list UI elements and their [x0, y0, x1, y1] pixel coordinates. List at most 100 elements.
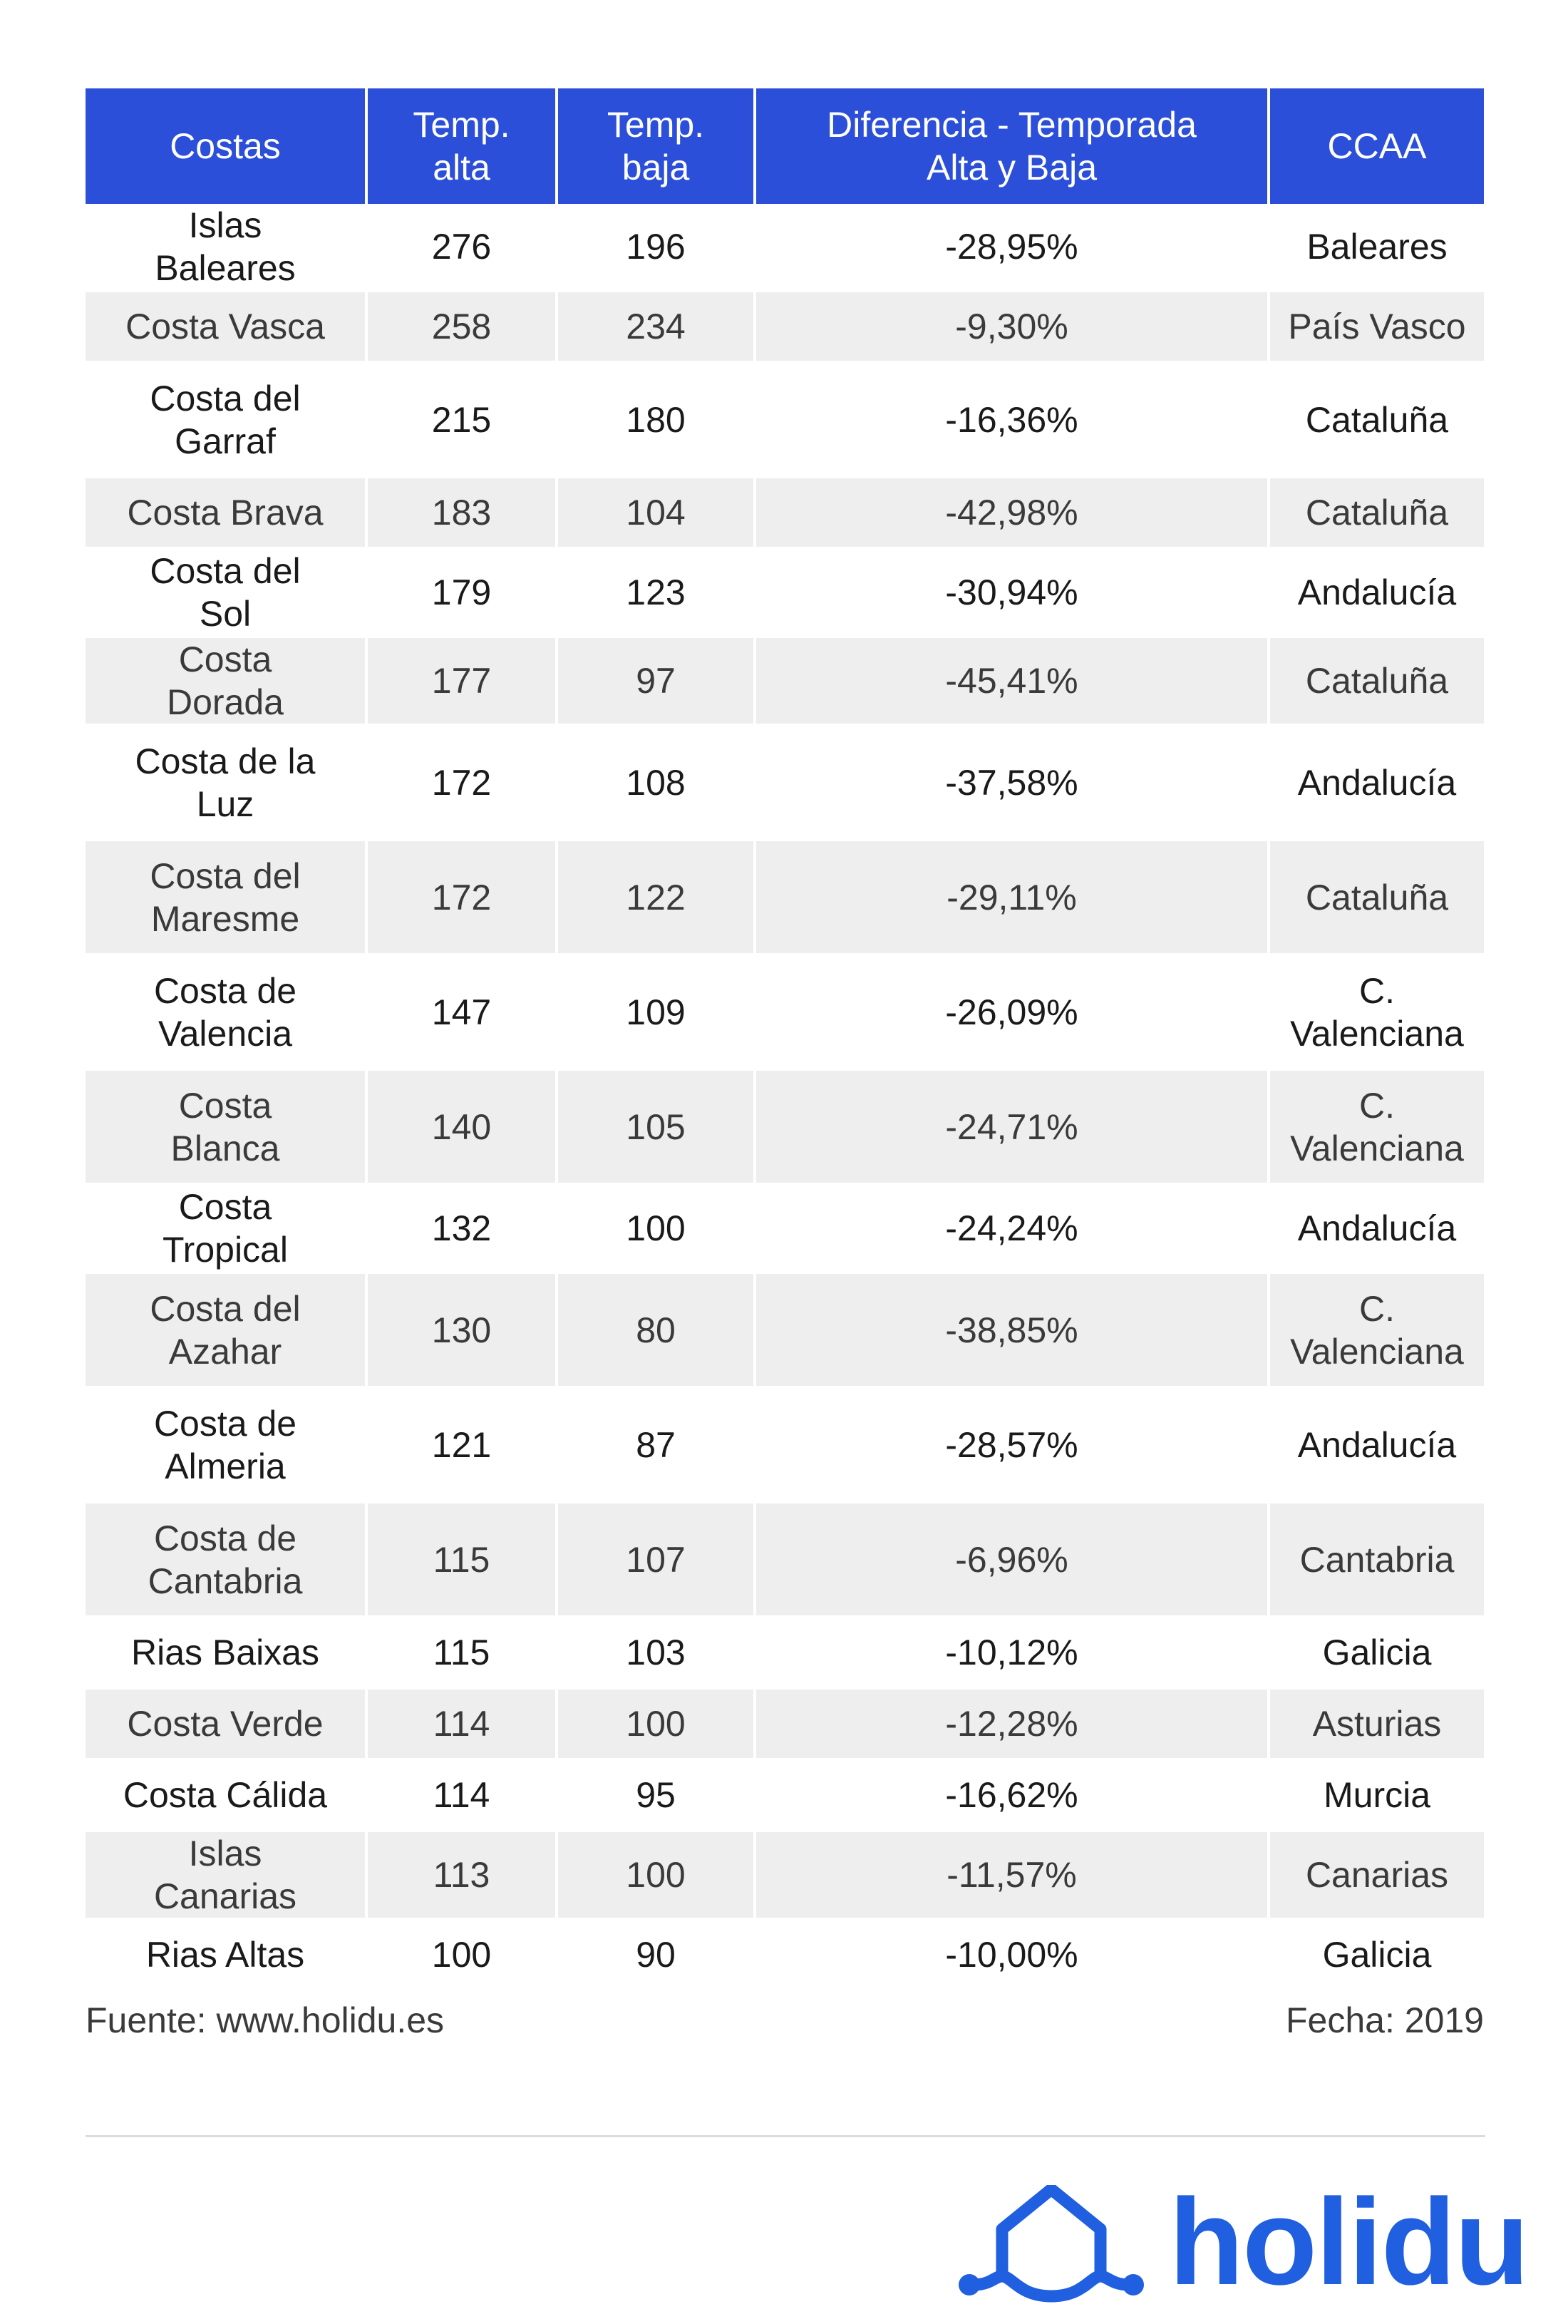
cell-temp-alta: 100	[368, 1921, 558, 1992]
cell-difference: -24,71%	[756, 1071, 1270, 1186]
cell-ccaa: Galicia	[1270, 1921, 1484, 1992]
cell-coast: Rias Baixas	[86, 1618, 368, 1690]
table-row: Rias Baixas 115 103 -10,12% Galicia	[86, 1618, 1484, 1690]
cell-temp-alta: 179	[368, 550, 558, 638]
cell-temp-baja: 97	[558, 638, 756, 726]
table-row: Costa Tropical 132 100 -24,24% Andalucía	[86, 1186, 1484, 1274]
cell-coast: Costa de Valencia	[86, 956, 368, 1071]
cell-temp-alta: 114	[368, 1761, 558, 1832]
table-row: Costa del Garraf 215 180 -16,36% Cataluña	[86, 364, 1484, 478]
cell-coast: Costa Verde	[86, 1690, 368, 1761]
cell-temp-alta: 121	[368, 1389, 558, 1503]
cell-ccaa: Andalucía	[1270, 726, 1484, 841]
table-row: Costa Vasca 258 234 -9,30% País Vasco	[86, 292, 1484, 364]
table-row: Costa Cálida 114 95 -16,62% Murcia	[86, 1761, 1484, 1832]
cell-coast: Costa Dorada	[86, 638, 368, 726]
cell-difference: -24,24%	[756, 1186, 1270, 1274]
column-header-diferencia: Diferencia - Temporada Alta y Baja	[756, 88, 1270, 204]
cell-difference: -26,09%	[756, 956, 1270, 1071]
cell-temp-alta: 113	[368, 1832, 558, 1921]
table-row: Costa del Azahar 130 80 -38,85% C. Valencian…	[86, 1274, 1484, 1389]
cell-temp-baja: 87	[558, 1389, 756, 1503]
table-row: Costa de Almeria 121 87 -28,57% Andalucía	[86, 1389, 1484, 1503]
cell-difference: -42,98%	[756, 478, 1270, 550]
cell-temp-alta: 172	[368, 841, 558, 956]
cell-coast: Costa Vasca	[86, 292, 368, 364]
coast-price-table: Costas Temp. alta Temp. baja Diferencia …	[86, 88, 1484, 1992]
cell-temp-baja: 90	[558, 1921, 756, 1992]
data-table-container: Costas Temp. alta Temp. baja Diferencia …	[86, 88, 1484, 1992]
holidu-logo: holidu	[955, 2178, 1530, 2306]
cell-coast: Costa de Cantabria	[86, 1503, 368, 1618]
cell-ccaa: Cataluña	[1270, 364, 1484, 478]
cell-temp-baja: 107	[558, 1503, 756, 1618]
column-header-costas: Costas	[86, 88, 368, 204]
cell-difference: -37,58%	[756, 726, 1270, 841]
cell-ccaa: Cantabria	[1270, 1503, 1484, 1618]
cell-ccaa: Galicia	[1270, 1618, 1484, 1690]
cell-temp-alta: 114	[368, 1690, 558, 1761]
cell-difference: -12,28%	[756, 1690, 1270, 1761]
cell-ccaa: Andalucía	[1270, 1186, 1484, 1274]
cell-ccaa: Cataluña	[1270, 478, 1484, 550]
house-wave-icon	[959, 2185, 1144, 2303]
cell-ccaa: Asturias	[1270, 1690, 1484, 1761]
cell-temp-baja: 180	[558, 364, 756, 478]
table-row: Costa de Cantabria 115 107 -6,96% Cantabria	[86, 1503, 1484, 1618]
cell-coast: Costa del Garraf	[86, 364, 368, 478]
cell-temp-baja: 105	[558, 1071, 756, 1186]
cell-coast: Rias Altas	[86, 1921, 368, 1992]
cell-temp-baja: 122	[558, 841, 756, 956]
cell-temp-baja: 108	[558, 726, 756, 841]
table-row: Rias Altas 100 90 -10,00% Galicia	[86, 1921, 1484, 1992]
table-row: Costa de la Luz 172 108 -37,58% Andalucía	[86, 726, 1484, 841]
cell-ccaa: C. Valenciana	[1270, 1274, 1484, 1389]
logo-wordmark: holidu	[1169, 2174, 1530, 2310]
cell-difference: -29,11%	[756, 841, 1270, 956]
cell-ccaa: Murcia	[1270, 1761, 1484, 1832]
cell-temp-baja: 109	[558, 956, 756, 1071]
table-row: Costa de Valencia 147 109 -26,09% C. Valenci…	[86, 956, 1484, 1071]
cell-difference: -28,95%	[756, 204, 1270, 292]
cell-difference: -10,00%	[756, 1921, 1270, 1992]
cell-coast: Costa del Maresme	[86, 841, 368, 956]
table-row: Costa del Sol 179 123 -30,94% Andalucía	[86, 550, 1484, 638]
cell-ccaa: Cataluña	[1270, 638, 1484, 726]
cell-difference: -11,57%	[756, 1832, 1270, 1921]
cell-temp-alta: 183	[368, 478, 558, 550]
cell-temp-alta: 215	[368, 364, 558, 478]
source-note: Fuente: www.holidu.es	[86, 2000, 445, 2040]
footer-divider	[86, 2135, 1485, 2137]
cell-difference: -16,36%	[756, 364, 1270, 478]
table-row: Costa Dorada 177 97 -45,41% Cataluña	[86, 638, 1484, 726]
cell-difference: -10,12%	[756, 1618, 1270, 1690]
cell-temp-alta: 132	[368, 1186, 558, 1274]
cell-coast: Costa del Sol	[86, 550, 368, 638]
cell-temp-baja: 196	[558, 204, 756, 292]
table-row: Costa Blanca 140 105 -24,71% C. Valenciana	[86, 1071, 1484, 1186]
cell-coast: Costa de Almeria	[86, 1389, 368, 1503]
column-header-temp-baja: Temp. baja	[558, 88, 756, 204]
cell-ccaa: Andalucía	[1270, 550, 1484, 638]
cell-temp-baja: 95	[558, 1761, 756, 1832]
cell-difference: -28,57%	[756, 1389, 1270, 1503]
cell-coast: Costa Tropical	[86, 1186, 368, 1274]
cell-ccaa: Andalucía	[1270, 1389, 1484, 1503]
cell-temp-alta: 177	[368, 638, 558, 726]
cell-difference: -38,85%	[756, 1274, 1270, 1389]
cell-temp-baja: 100	[558, 1690, 756, 1761]
cell-coast: Costa de la Luz	[86, 726, 368, 841]
table-row: Islas Baleares 276 196 -28,95% Baleares	[86, 204, 1484, 292]
column-header-temp-alta: Temp. alta	[368, 88, 558, 204]
cell-temp-baja: 80	[558, 1274, 756, 1389]
cell-coast: Costa Brava	[86, 478, 368, 550]
cell-difference: -30,94%	[756, 550, 1270, 638]
cell-coast: Islas Canarias	[86, 1832, 368, 1921]
table-row: Islas Canarias 113 100 -11,57% Canarias	[86, 1832, 1484, 1921]
cell-temp-alta: 115	[368, 1618, 558, 1690]
cell-ccaa: C. Valenciana	[1270, 1071, 1484, 1186]
cell-ccaa: Baleares	[1270, 204, 1484, 292]
cell-coast: Costa Cálida	[86, 1761, 368, 1832]
table-row: Costa Brava 183 104 -42,98% Cataluña	[86, 478, 1484, 550]
cell-temp-baja: 123	[558, 550, 756, 638]
